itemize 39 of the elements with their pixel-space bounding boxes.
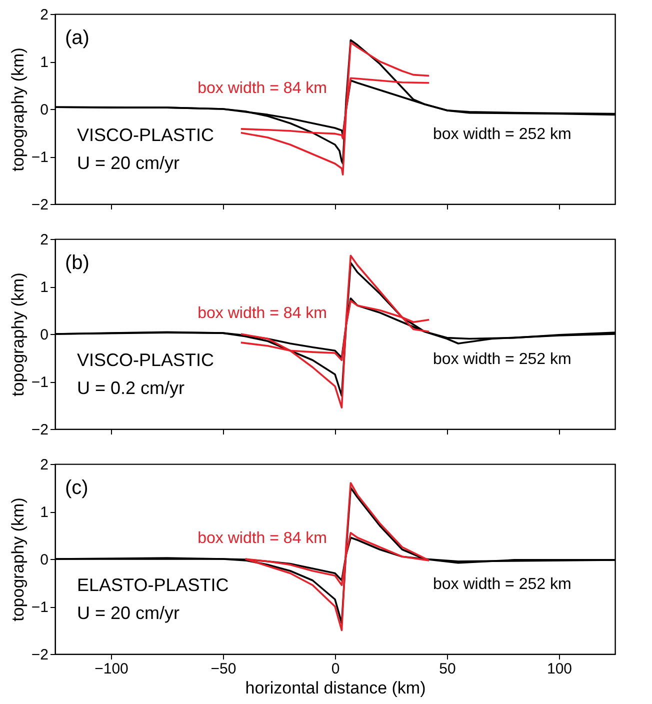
x-tick-label: 100 (546, 660, 572, 678)
x-tick-label: −100 (94, 660, 128, 678)
annotation: box width = 252 km (433, 576, 572, 593)
annotation: U = 20 cm/yr (77, 603, 180, 623)
y-tick-label: 1 (40, 504, 48, 521)
annotation: box width = 84 km (198, 80, 327, 97)
y-tick-label: 1 (40, 54, 48, 71)
y-tick-label: 0 (40, 326, 48, 344)
annotation: (a) (65, 27, 90, 49)
annotation: (c) (65, 477, 88, 499)
y-axis-title: topography (km) (8, 48, 28, 172)
annotation: box width = 84 km (198, 530, 327, 547)
y-tick-label: −2 (31, 196, 48, 214)
annotation: ELASTO-PLASTIC (77, 575, 229, 595)
y-tick-label: −2 (31, 422, 48, 438)
x-tick-label: 0 (331, 660, 340, 678)
annotation: box width = 252 km (433, 126, 572, 143)
y-tick-label: 2 (40, 456, 48, 474)
y-tick-label: −1 (31, 374, 48, 391)
annotation: box width = 252 km (433, 351, 572, 368)
y-tick-label: 2 (40, 6, 48, 24)
y-tick-label: −1 (31, 149, 48, 166)
x-tick-label: −50 (210, 660, 236, 678)
x-tick-label: 50 (439, 660, 456, 678)
y-tick-label: 2 (40, 232, 48, 248)
y-tick-label: 0 (40, 552, 48, 568)
y-axis-title: topography (km) (8, 498, 28, 622)
y-tick-label: −2 (31, 646, 48, 664)
y-tick-label: 1 (40, 279, 48, 296)
annotation: VISCO-PLASTIC (77, 350, 214, 370)
annotation: VISCO-PLASTIC (77, 125, 214, 145)
annotation: U = 0.2 cm/yr (77, 378, 185, 398)
y-tick-label: 0 (40, 102, 48, 118)
x-axis-title: horizontal distance (km) (245, 678, 426, 698)
annotation: box width = 84 km (198, 305, 327, 322)
annotation: U = 20 cm/yr (77, 153, 180, 173)
annotation: (b) (65, 252, 90, 274)
y-axis-title: topography (km) (8, 272, 28, 396)
y-tick-label: −1 (31, 599, 48, 616)
